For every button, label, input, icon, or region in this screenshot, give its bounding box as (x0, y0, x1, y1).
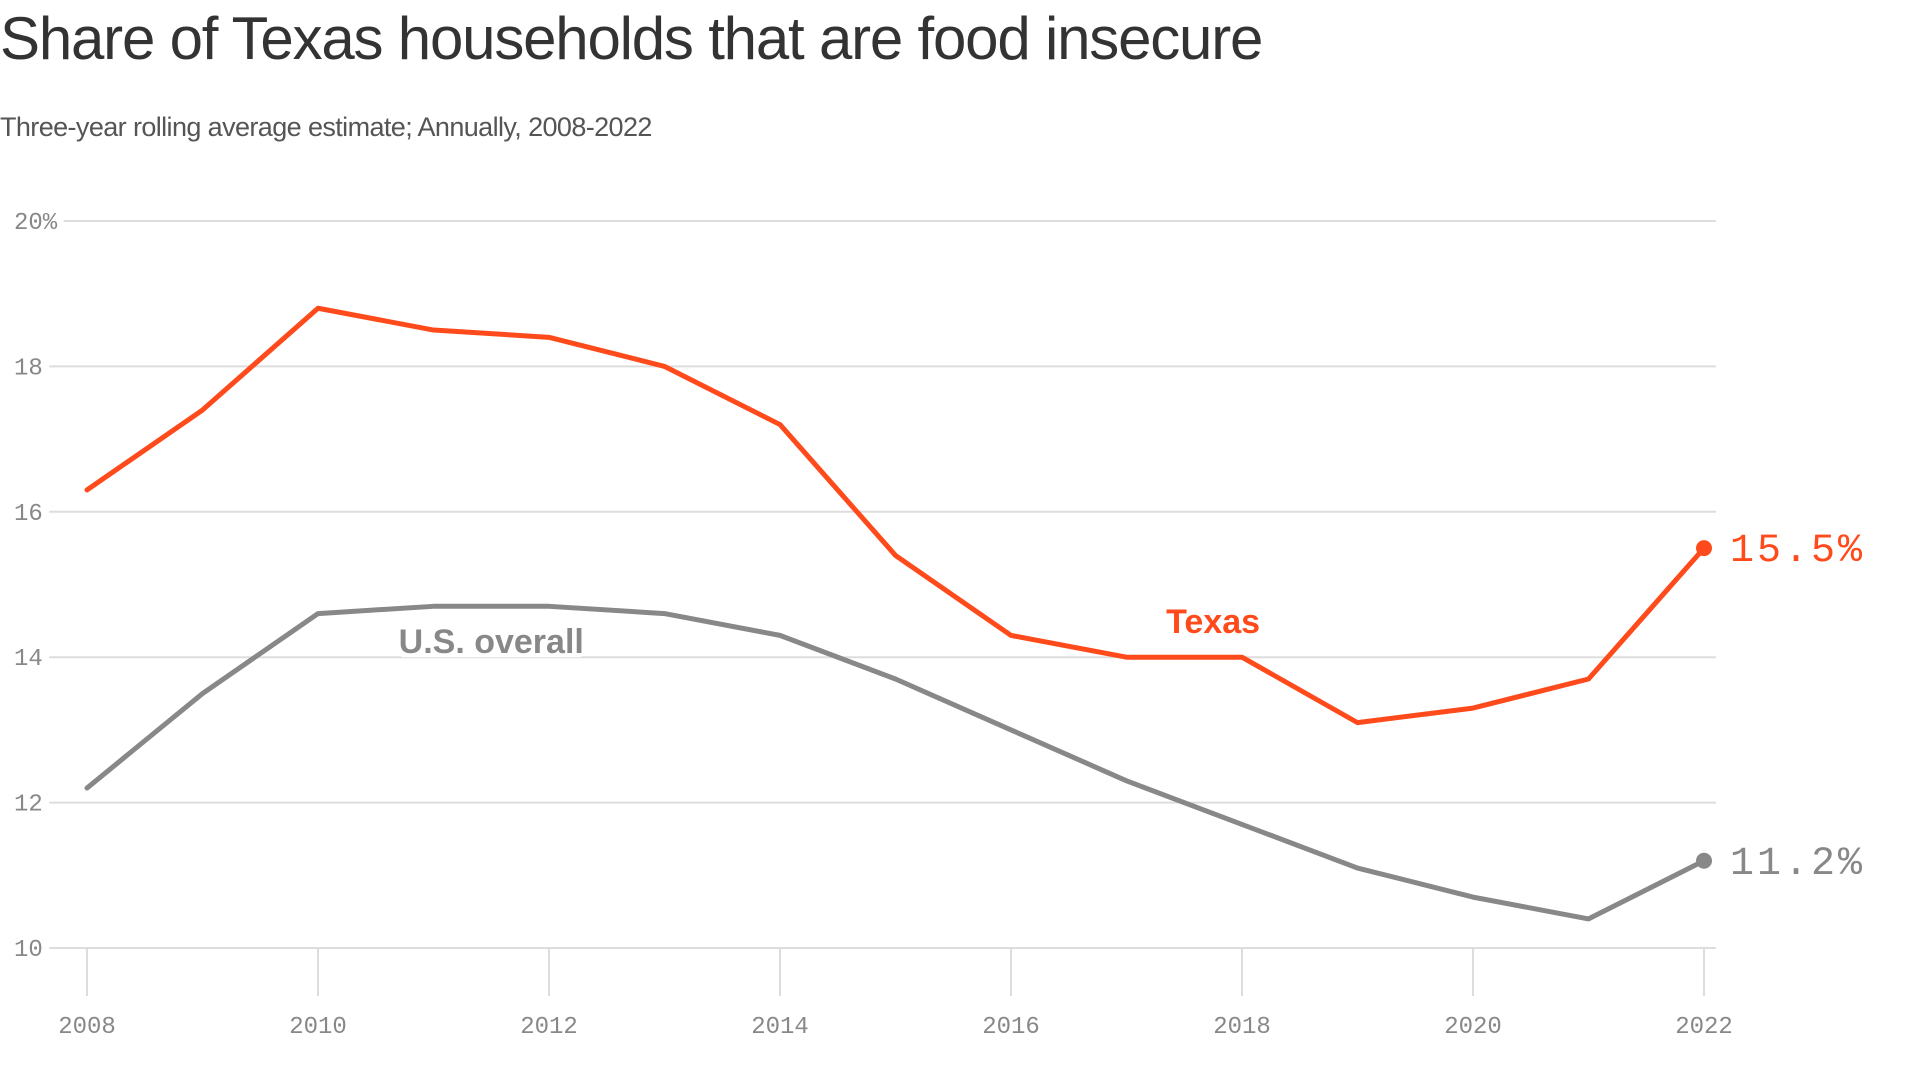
label-halo (401, 623, 582, 658)
end-value-label: 15.5% (1730, 529, 1865, 574)
y-tick-label: 20% (14, 210, 58, 237)
end-point-dot (1696, 540, 1712, 557)
end-point-dot (1696, 852, 1712, 869)
y-tick-label: 18 (14, 355, 43, 382)
x-tick-label: 2014 (751, 1014, 809, 1041)
x-tick-label: 2018 (1213, 1014, 1271, 1041)
x-tick-label: 2020 (1444, 1014, 1502, 1041)
x-tick-label: 2016 (982, 1014, 1040, 1041)
x-tick-label: 2022 (1675, 1014, 1733, 1041)
x-axis: 2008 2010 2012 2014 2016 2018 2020 2022 (58, 948, 1733, 1041)
chart-title: Share of Texas households that are food … (0, 5, 1263, 72)
series-line-texas (84, 305, 1707, 726)
y-tick-label: 16 (14, 501, 43, 528)
series-label-us-overall: U.S. overall (399, 623, 584, 661)
x-tick-label: 2008 (58, 1014, 116, 1041)
series-labels: 15.5% 11.2% Texas U.S. overall (399, 529, 1865, 887)
series-label-texas: Texas (1166, 603, 1260, 641)
x-tick-label: 2010 (289, 1014, 347, 1041)
chart-subtitle: Three-year rolling average estimate; Ann… (0, 112, 652, 142)
x-tick-label: 2012 (520, 1014, 578, 1041)
y-tick-label: 12 (14, 792, 43, 819)
series-line-us-overall (84, 603, 1707, 922)
end-value-label: 11.2% (1730, 842, 1865, 887)
y-tick-label: 14 (14, 646, 43, 673)
gridlines (49, 220, 1716, 949)
y-tick-label: 10 (14, 937, 43, 964)
series-lines (84, 305, 1707, 922)
y-axis: 10 12 14 16 18 20% (14, 210, 58, 964)
